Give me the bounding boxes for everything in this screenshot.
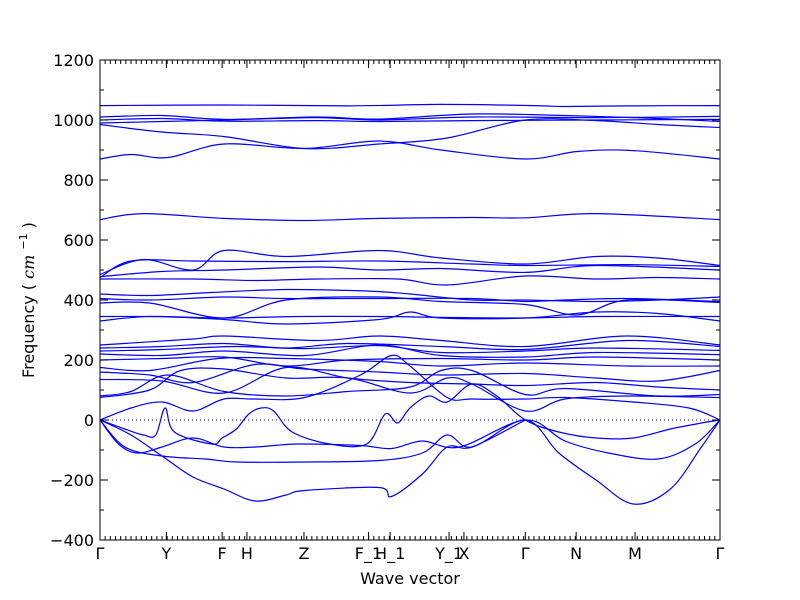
band-line-24 xyxy=(99,366,721,394)
y-tick-label: 400 xyxy=(63,291,94,310)
y-tick-label: 0 xyxy=(84,411,94,430)
band-line-2 xyxy=(99,114,721,121)
x-tick-label: M xyxy=(628,544,642,563)
x-tick-label: Y_1 xyxy=(434,544,463,564)
y-axis-title-exponent: −1 xyxy=(17,233,30,249)
series-group xyxy=(99,103,721,505)
x-tick-label: H xyxy=(241,544,253,563)
band-line-7 xyxy=(99,212,721,222)
band-line-31 xyxy=(99,419,526,502)
band-line-22 xyxy=(99,356,721,372)
band-line-13 xyxy=(99,296,721,303)
band-line-11 xyxy=(99,275,721,286)
band-line-12 xyxy=(99,288,721,303)
band-line-26 xyxy=(99,367,721,412)
y-axis-title-prefix: Frequency ( xyxy=(19,284,38,378)
band-line-6 xyxy=(99,140,721,160)
band-line-23 xyxy=(99,363,721,384)
band-line-27 xyxy=(99,354,721,421)
y-axis-ticks: −400 −200 0 200 400 600 800 1000 1200 xyxy=(50,51,720,550)
y-tick-label: 200 xyxy=(63,351,94,370)
x-tick-label: Γ xyxy=(521,544,530,563)
band-line-16 xyxy=(99,311,721,325)
x-tick-label: X xyxy=(458,544,469,563)
band-line-8 xyxy=(99,249,721,276)
band-line-29 xyxy=(99,419,721,460)
band-line-25 xyxy=(99,367,721,397)
band-line-1 xyxy=(99,103,721,108)
y-axis-title: Frequency ( cm −1 ) xyxy=(12,222,38,378)
x-axis-ticks: Γ Y F H Z F_1H_1 Y_1X Γ N M Γ xyxy=(96,60,725,564)
band-line-4 xyxy=(99,113,721,124)
x-tick-label: N xyxy=(570,544,582,563)
band-line-5 xyxy=(99,118,721,150)
band-line-14 xyxy=(99,296,721,319)
x-axis-title: Wave vector xyxy=(360,569,460,588)
y-tick-label: 600 xyxy=(63,231,94,250)
band-line-17 xyxy=(99,335,721,348)
band-line-10 xyxy=(99,259,721,279)
x-tick-label: Γ xyxy=(96,544,105,563)
y-tick-label: 1000 xyxy=(53,111,94,130)
band-line-28 xyxy=(99,383,721,448)
band-line-30 xyxy=(99,419,721,505)
y-tick-label: −200 xyxy=(50,471,94,490)
band-line-18 xyxy=(99,339,721,351)
x-tick-label: F_1 xyxy=(355,544,382,564)
x-tick-label: Y xyxy=(160,544,171,563)
band-line-21 xyxy=(99,356,721,367)
y-tick-label: −400 xyxy=(50,531,94,550)
y-tick-label: 800 xyxy=(63,171,94,190)
band-line-3 xyxy=(99,117,721,123)
y-axis-title-unit: cm xyxy=(19,255,38,279)
x-tick-label: Z xyxy=(298,544,309,563)
y-tick-label: 1200 xyxy=(53,51,94,70)
band-line-20 xyxy=(99,344,721,358)
x-tick-label: H_1 xyxy=(375,544,405,564)
x-tick-label: F xyxy=(218,544,227,563)
y-axis-title-suffix: ) xyxy=(19,222,38,228)
band-line-9 xyxy=(99,264,721,278)
x-tick-label: Γ xyxy=(716,544,725,563)
